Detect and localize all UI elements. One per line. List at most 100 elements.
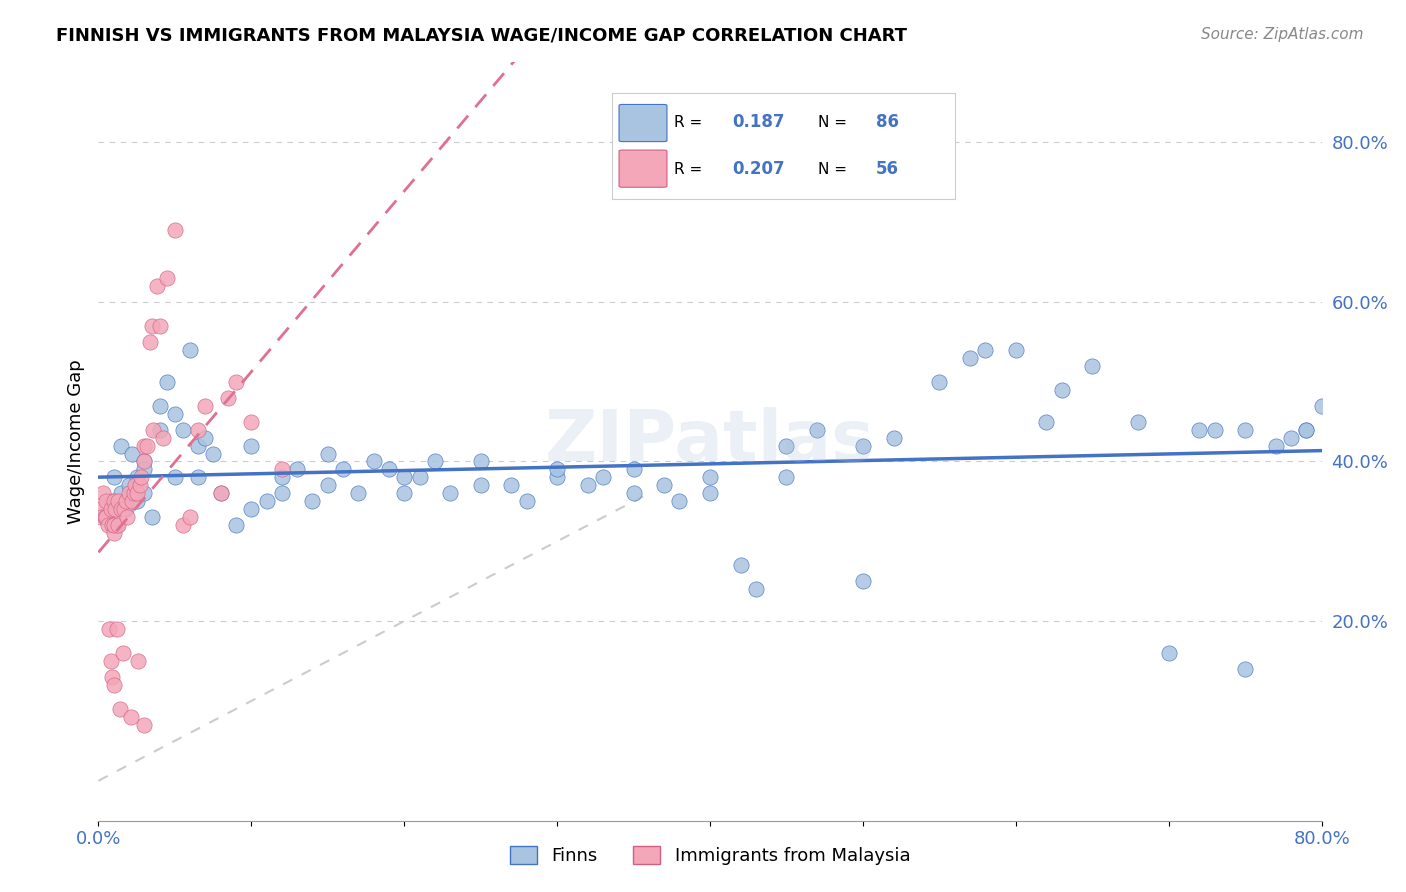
Point <box>134 718 156 732</box>
Point <box>1188 423 1211 437</box>
Point <box>1004 343 1026 357</box>
Point <box>98 622 121 636</box>
Point <box>172 518 194 533</box>
Point <box>1234 423 1257 437</box>
Point <box>1234 662 1257 676</box>
Point <box>187 470 209 484</box>
Point <box>163 470 186 484</box>
Point <box>156 375 179 389</box>
Point <box>152 431 174 445</box>
Point <box>1128 415 1150 429</box>
Point <box>1295 423 1317 437</box>
Point <box>139 334 162 349</box>
Point <box>1050 383 1073 397</box>
Point <box>120 710 142 724</box>
Y-axis label: Wage/Income Gap: Wage/Income Gap <box>66 359 84 524</box>
Point <box>392 486 416 500</box>
Point <box>1264 438 1286 452</box>
Point <box>94 510 117 524</box>
Point <box>103 678 125 692</box>
Point <box>699 486 721 500</box>
Point <box>134 454 156 468</box>
Point <box>179 343 201 357</box>
Point <box>623 462 645 476</box>
Point <box>270 462 292 476</box>
Point <box>90 510 112 524</box>
Point <box>1157 646 1180 660</box>
Point <box>699 470 721 484</box>
Point <box>285 462 308 476</box>
Point <box>94 494 117 508</box>
Point <box>1279 431 1302 445</box>
Point <box>652 478 675 492</box>
Point <box>959 351 981 365</box>
Point <box>1310 399 1333 413</box>
Point <box>316 478 339 492</box>
Point <box>136 438 159 452</box>
Point <box>134 438 156 452</box>
Point <box>93 510 115 524</box>
Point <box>187 438 209 452</box>
Point <box>145 279 167 293</box>
Point <box>470 454 492 468</box>
Point <box>107 494 129 508</box>
Point <box>775 470 797 484</box>
Point <box>576 478 599 492</box>
Point <box>1295 423 1317 437</box>
Point <box>256 494 278 508</box>
Point <box>142 423 165 437</box>
Point <box>110 486 132 500</box>
Point <box>439 486 461 500</box>
Point <box>112 502 135 516</box>
Point <box>108 702 131 716</box>
Point <box>110 502 132 516</box>
Point <box>121 494 143 508</box>
Point <box>141 318 163 333</box>
Point <box>91 486 114 500</box>
Point <box>121 446 143 460</box>
Point <box>270 470 292 484</box>
Point <box>115 502 138 516</box>
Point <box>156 271 179 285</box>
Point <box>217 391 239 405</box>
Point <box>194 431 217 445</box>
Point <box>97 518 120 533</box>
Point <box>107 518 129 533</box>
Point <box>110 438 132 452</box>
Point <box>806 423 828 437</box>
Point <box>730 558 752 573</box>
Point <box>623 486 645 500</box>
Point <box>852 574 875 589</box>
Point <box>101 670 124 684</box>
Point <box>408 470 430 484</box>
Point <box>928 375 950 389</box>
Point <box>516 494 538 508</box>
Point <box>117 510 139 524</box>
Point <box>122 486 145 500</box>
Point <box>103 526 125 541</box>
Point <box>105 518 128 533</box>
Point <box>149 399 172 413</box>
Point <box>101 518 124 533</box>
Point <box>883 431 905 445</box>
Text: FINNISH VS IMMIGRANTS FROM MALAYSIA WAGE/INCOME GAP CORRELATION CHART: FINNISH VS IMMIGRANTS FROM MALAYSIA WAGE… <box>56 27 907 45</box>
Point <box>163 223 186 237</box>
Point <box>470 478 492 492</box>
Point <box>141 510 163 524</box>
Point <box>118 478 141 492</box>
Point <box>363 454 385 468</box>
Point <box>100 494 122 508</box>
Point <box>129 470 152 484</box>
Point <box>111 646 134 660</box>
Point <box>347 486 370 500</box>
Point <box>668 494 690 508</box>
Point <box>423 454 446 468</box>
Point <box>270 486 292 500</box>
Point <box>225 518 247 533</box>
Point <box>134 462 156 476</box>
Point <box>149 318 172 333</box>
Point <box>103 518 125 533</box>
Point <box>378 462 401 476</box>
Point <box>546 470 568 484</box>
Point <box>103 494 125 508</box>
